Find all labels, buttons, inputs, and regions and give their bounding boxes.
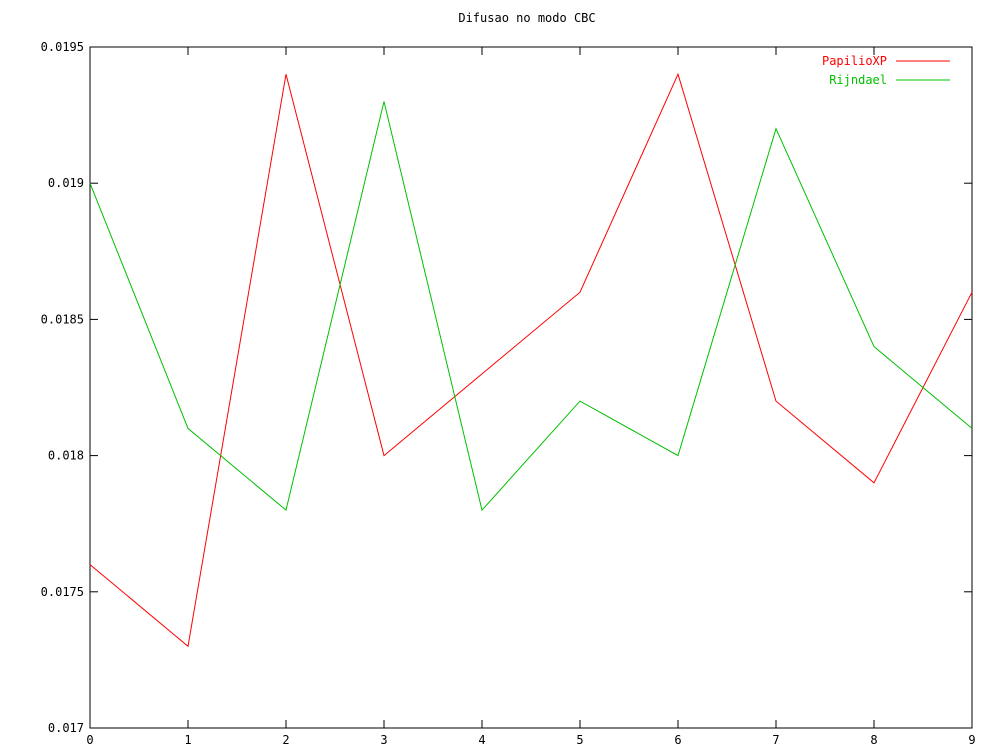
legend-label: Rijndael [829,73,887,87]
x-axis: 0 1 2 3 4 5 6 7 8 9 [86,47,976,747]
y-tick-label: 0.0195 [41,40,84,54]
series-group [89,72,973,648]
y-tick-label: 0.017 [48,721,84,735]
y-tick-label: 0.019 [48,176,84,190]
x-tick-label: 6 [674,733,681,747]
y-tick-label: 0.018 [48,449,84,463]
x-tick-label: 4 [478,733,485,747]
x-tick-label: 3 [380,733,387,747]
y-tick-label: 0.0175 [41,585,84,599]
legend: PapilioXP Rijndael [822,54,950,87]
x-tick-label: 2 [282,733,289,747]
x-tick-label: 7 [772,733,779,747]
series-line-rijndael [89,101,973,512]
legend-item-rijndael: Rijndael [829,73,950,87]
x-tick-label: 1 [184,733,191,747]
series-line-papilioxp [89,72,973,648]
x-tick-label: 9 [968,733,975,747]
x-tick-label: 0 [86,733,93,747]
chart-title: Difusao no modo CBC [458,11,595,25]
y-axis: 0.017 0.0175 0.018 0.0185 0.019 0.0195 [41,40,972,735]
plot-frame [89,46,973,729]
legend-item-papilioxp: PapilioXP [822,54,950,68]
legend-label: PapilioXP [822,54,887,68]
x-tick-label: 8 [870,733,877,747]
y-tick-label: 0.0185 [41,312,84,326]
x-tick-label: 5 [576,733,583,747]
